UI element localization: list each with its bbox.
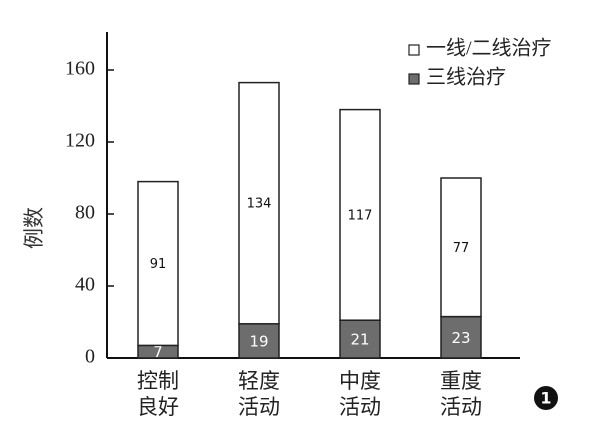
y-tick-label: 80 (75, 202, 95, 224)
bar-segment (339, 108, 381, 321)
annotation-badge (534, 386, 558, 410)
y-tick-label: 160 (65, 58, 95, 80)
bar-segment (238, 323, 280, 359)
bar-segment (137, 180, 179, 347)
legend-marker (408, 44, 420, 56)
legend-label: 一线/二线治疗 (426, 37, 552, 60)
x-tick-label: 中度 活动 (339, 369, 381, 419)
bar-segment (238, 81, 280, 325)
value-label: 19 (249, 332, 268, 350)
value-label: 21 (350, 331, 369, 349)
bar-segment (440, 177, 482, 318)
x-tick-label: 重度 活动 (440, 369, 482, 419)
y-axis-label: 例数 (22, 207, 46, 249)
x-tick-label: 控制 良好 (137, 369, 179, 419)
legend-label: 三线治疗 (426, 66, 506, 89)
x-tick-label: 轻度 活动 (238, 369, 280, 419)
legend-marker (408, 73, 420, 85)
bar-segment (339, 319, 381, 359)
value-label: 77 (453, 241, 470, 256)
value-label: 134 (247, 197, 272, 212)
annotation: 1 (540, 389, 551, 408)
value-label: 23 (451, 329, 470, 347)
y-tick-label: 120 (65, 130, 95, 152)
value-label: 91 (150, 257, 167, 272)
y-tick-label: 40 (75, 274, 95, 296)
value-label: 117 (348, 208, 373, 223)
bar-segment (440, 315, 482, 359)
y-tick-label: 0 (85, 346, 95, 368)
value-label: 7 (153, 343, 163, 361)
